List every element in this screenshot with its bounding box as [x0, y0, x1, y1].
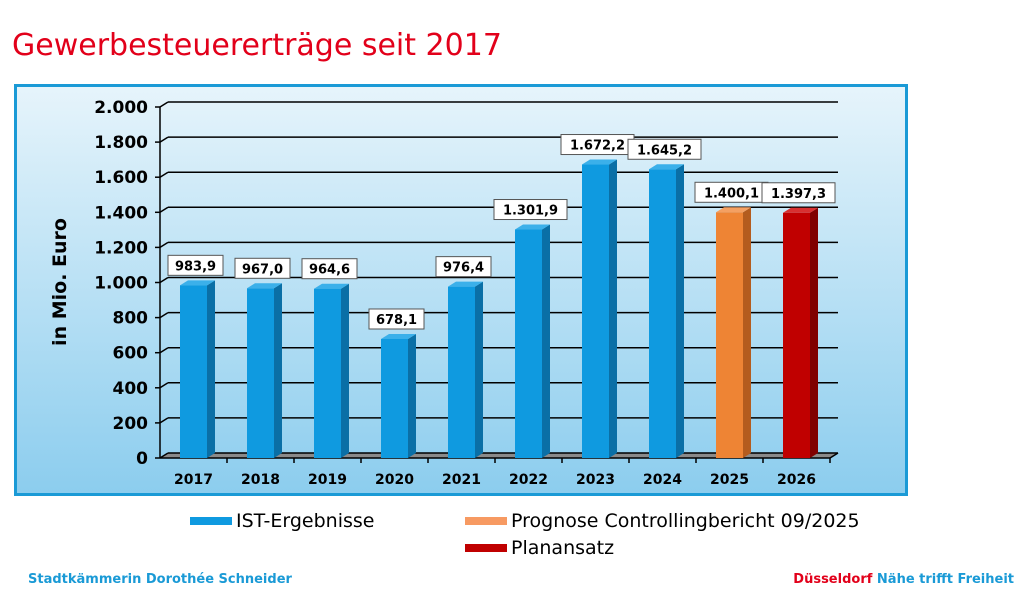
- gridline-diagonal: [159, 276, 169, 284]
- x-tick-label: 2019: [308, 472, 347, 488]
- gridline-diagonal: [159, 241, 169, 249]
- y-axis-title: in Mio. Euro: [49, 218, 71, 346]
- data-label-box: [761, 182, 836, 204]
- bar-top: [515, 224, 550, 230]
- x-tick-label: 2021: [442, 472, 481, 488]
- y-tick-label: 600: [113, 344, 149, 364]
- legend-item-planansatz: Planansatz: [465, 537, 614, 559]
- y-tick-label: 200: [113, 414, 149, 434]
- data-label: 1.400,1: [704, 186, 759, 201]
- legend-item-prognose: Prognose Controllingbericht 09/2025: [465, 510, 860, 532]
- data-label-box: [435, 256, 492, 278]
- x-tick-label: 2023: [576, 472, 615, 488]
- gridline-diagonal: [159, 311, 169, 319]
- bar-top: [314, 283, 349, 289]
- bar-top: [649, 164, 684, 170]
- gridline-diagonal: [159, 347, 169, 354]
- gridline-diagonal: [159, 382, 169, 389]
- data-label: 976,4: [443, 261, 484, 276]
- legend-label: IST-Ergebnisse: [236, 510, 375, 532]
- x-tick-label: 2024: [643, 472, 682, 488]
- data-label: 678,1: [376, 313, 417, 328]
- bar-side: [274, 283, 282, 458]
- bar: [247, 288, 274, 458]
- x-tick-label: 2022: [509, 472, 548, 488]
- data-label-box: [627, 138, 702, 160]
- y-tick-label: 1.200: [94, 238, 148, 258]
- data-label-box: [167, 254, 224, 276]
- data-label-box: [493, 199, 568, 221]
- bar: [515, 229, 542, 458]
- bar-top: [716, 207, 751, 213]
- legend-label: Prognose Controllingbericht 09/2025: [511, 510, 860, 532]
- bar-top: [448, 281, 483, 287]
- footer-slogan: Nähe trifft Freiheit: [876, 572, 1014, 587]
- bar-side: [743, 207, 751, 458]
- gridline-diagonal: [159, 452, 169, 459]
- gridline-diagonal: [159, 101, 169, 108]
- bar-top: [247, 283, 282, 289]
- gridline-diagonal: [159, 136, 169, 143]
- gridline-diagonal: [159, 171, 169, 178]
- bar-top: [180, 280, 215, 286]
- bar: [381, 338, 408, 458]
- y-tick-label: 2.000: [94, 98, 148, 118]
- legend-label: Planansatz: [511, 537, 615, 559]
- footer-city: Düsseldorf: [793, 572, 873, 587]
- data-label-box: [301, 258, 358, 280]
- x-tick-label: 2025: [710, 472, 749, 488]
- legend-swatch: [465, 517, 507, 525]
- data-label: 1.672,2: [570, 139, 625, 154]
- bar-side: [542, 224, 550, 458]
- x-tick-label: 2020: [375, 472, 414, 488]
- data-label: 983,9: [175, 259, 216, 274]
- legend-swatch: [190, 517, 232, 525]
- bar-side: [408, 333, 416, 458]
- page-title: Gewerbesteuererträge seit 2017: [12, 28, 502, 63]
- bar-side: [676, 164, 684, 458]
- bar: [180, 285, 207, 458]
- gridline-diagonal: [159, 206, 169, 213]
- footer-brand: Düsseldorf Nähe trifft Freiheit: [793, 572, 1014, 587]
- y-tick-label: 1.800: [94, 133, 148, 153]
- bar-side: [609, 159, 617, 458]
- bar: [783, 212, 810, 458]
- bar: [716, 212, 743, 458]
- bar: [649, 169, 676, 458]
- y-tick-label: 1.600: [94, 168, 148, 188]
- bar: [448, 286, 475, 458]
- bar-top: [783, 207, 818, 213]
- x-tick-label: 2017: [174, 472, 213, 488]
- bar-side: [810, 207, 818, 458]
- bar: [582, 164, 609, 458]
- bar: [314, 288, 341, 458]
- y-tick-label: 1.000: [94, 274, 148, 294]
- x-tick-label: 2026: [777, 472, 816, 488]
- y-tick-label: 400: [113, 379, 149, 399]
- footer-author: Stadtkämmerin Dorothée Schneider: [28, 572, 292, 587]
- bar-side: [207, 280, 215, 458]
- y-tick-label: 1.400: [94, 203, 148, 223]
- legend-item-ist: IST-Ergebnisse: [190, 510, 374, 532]
- y-tick-label: 800: [113, 309, 149, 329]
- bar-side: [475, 281, 483, 458]
- bar-top: [381, 333, 416, 339]
- gridline-diagonal: [159, 417, 169, 424]
- bar-side: [341, 283, 349, 458]
- legend-swatch: [465, 544, 507, 552]
- data-label: 1.645,2: [637, 143, 692, 158]
- data-label-box: [368, 308, 425, 330]
- y-tick-label: 0: [136, 449, 148, 469]
- data-label-box: [234, 257, 291, 279]
- data-label: 1.301,9: [503, 204, 558, 219]
- data-label: 967,0: [242, 262, 283, 277]
- data-label: 964,6: [309, 263, 350, 278]
- data-label: 1.397,3: [771, 187, 826, 202]
- bar-top: [582, 159, 617, 165]
- x-tick-label: 2018: [241, 472, 280, 488]
- x-axis-end: [829, 452, 839, 459]
